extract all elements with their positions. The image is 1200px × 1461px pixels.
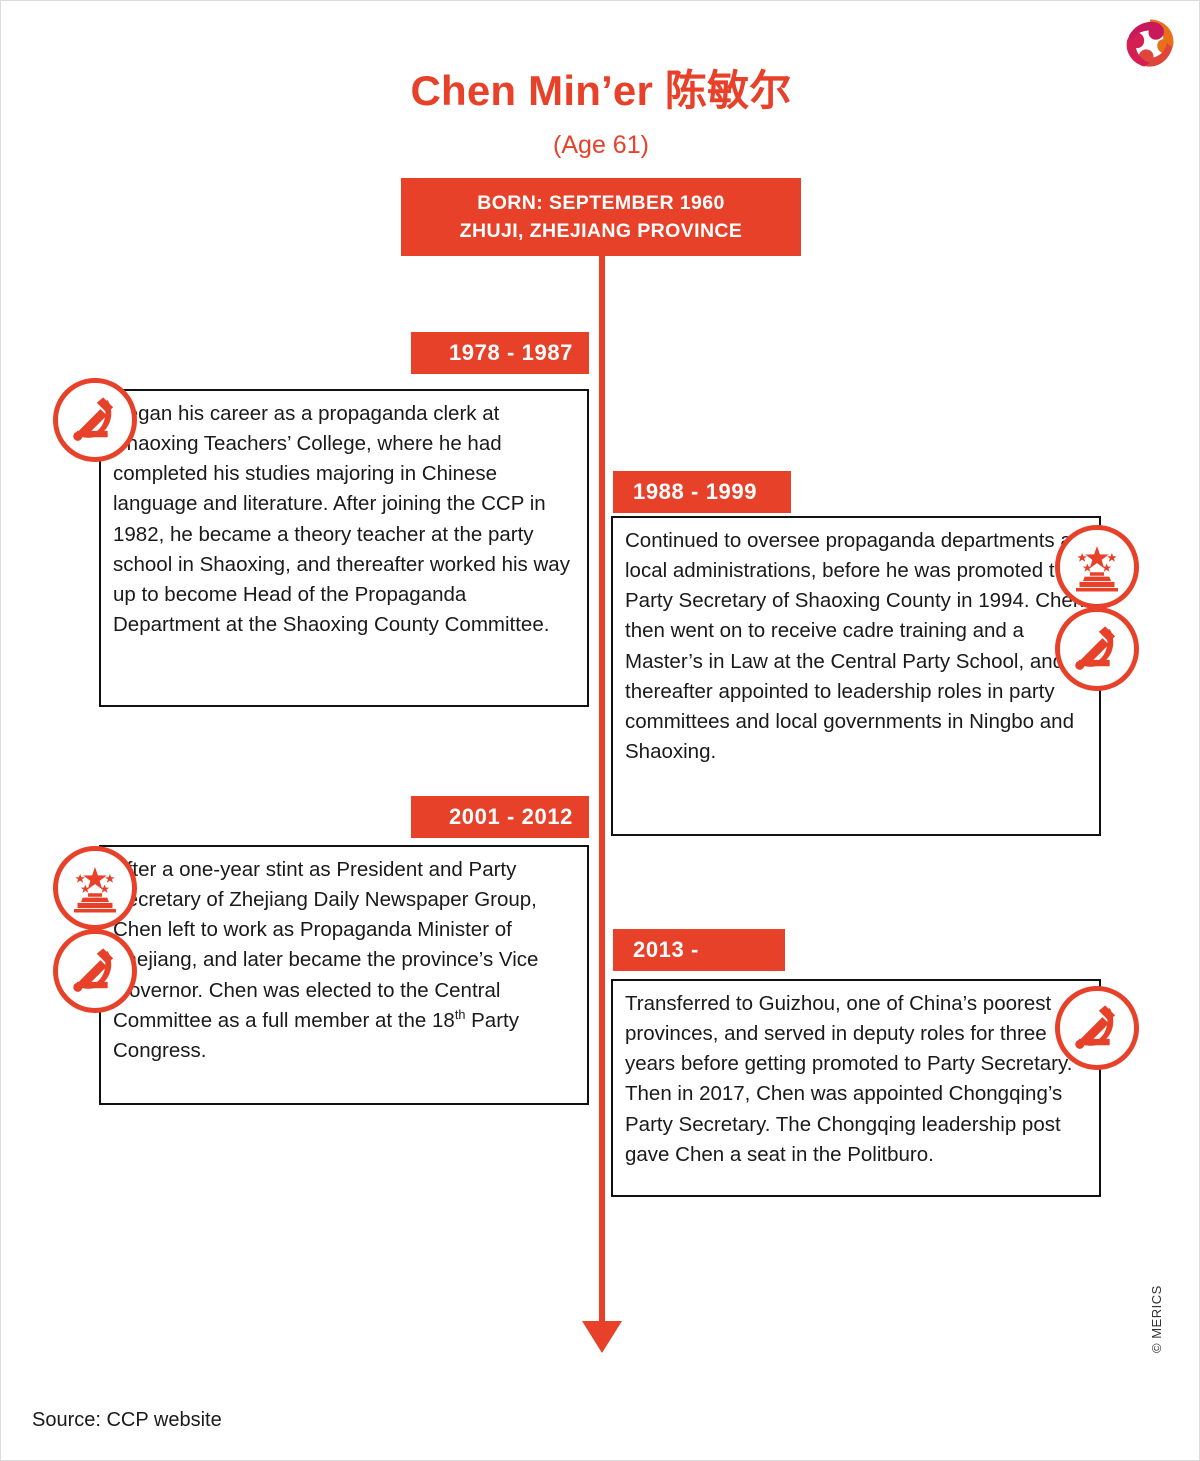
entry-text-2001-2012-part2: Party Congress.	[113, 1008, 519, 1062]
timeline-spine	[599, 253, 605, 1331]
badge-hammer-sickle-1988	[1055, 607, 1139, 691]
timeline-arrow-icon	[582, 1321, 622, 1353]
badge-prc-emblem-1988	[1055, 525, 1139, 609]
date-chip-1978-1987: 1978 - 1987	[411, 332, 589, 374]
entry-box-1978-1987: Began his career as a propaganda clerk a…	[99, 389, 589, 707]
entry-box-2001-2012: After a one-year stint as President and …	[99, 845, 589, 1105]
hammer-sickle-icon	[1075, 1005, 1116, 1049]
hammer-sickle-icon	[73, 397, 114, 441]
badge-hammer-sickle-1978	[53, 378, 137, 462]
date-chip-2001-2012: 2001 - 2012	[411, 796, 589, 838]
page-title: Chen Min’er 陈敏尔	[410, 67, 792, 114]
born-line-2: ZHUJI, ZHEJIANG PROVINCE	[459, 220, 743, 242]
prc-emblem-icon	[74, 867, 116, 913]
born-line-1: BORN: SEPTEMBER 1960	[477, 191, 725, 214]
page-subtitle-age: (Age 61)	[553, 131, 649, 159]
entry-text-2001-2012: After a one-year stint as President and …	[113, 855, 577, 1066]
source-note: Source: CCP website	[32, 1409, 222, 1431]
badge-hammer-sickle-2013	[1055, 986, 1139, 1070]
ordinal-suffix: th	[454, 1006, 466, 1022]
hammer-sickle-icon	[1075, 626, 1116, 670]
badge-prc-emblem-2001	[53, 846, 137, 930]
date-chip-2013-present: 2013 -	[613, 929, 785, 971]
born-info-box: BORN: SEPTEMBER 1960 ZHUJI, ZHEJIANG PRO…	[401, 178, 801, 256]
date-chip-1988-1999: 1988 - 1999	[613, 471, 791, 513]
prc-emblem-icon	[1076, 546, 1118, 592]
entry-text-1978-1987: Began his career as a propaganda clerk a…	[113, 402, 570, 636]
entry-text-2013-present: Transferred to Guizhou, one of China’s p…	[625, 992, 1073, 1166]
copyright-note: © MERICS	[1149, 1285, 1164, 1353]
badge-hammer-sickle-2001	[53, 929, 137, 1013]
merics-swirl-logo-icon	[1122, 15, 1178, 71]
entry-text-2001-2012-part1: After a one-year stint as President and …	[113, 858, 539, 1032]
entry-text-1988-1999: Continued to oversee propaganda departme…	[625, 529, 1085, 763]
entry-box-2013-present: Transferred to Guizhou, one of China’s p…	[611, 979, 1101, 1197]
hammer-sickle-icon	[73, 948, 114, 992]
entry-box-1988-1999: Continued to oversee propaganda departme…	[611, 516, 1101, 836]
